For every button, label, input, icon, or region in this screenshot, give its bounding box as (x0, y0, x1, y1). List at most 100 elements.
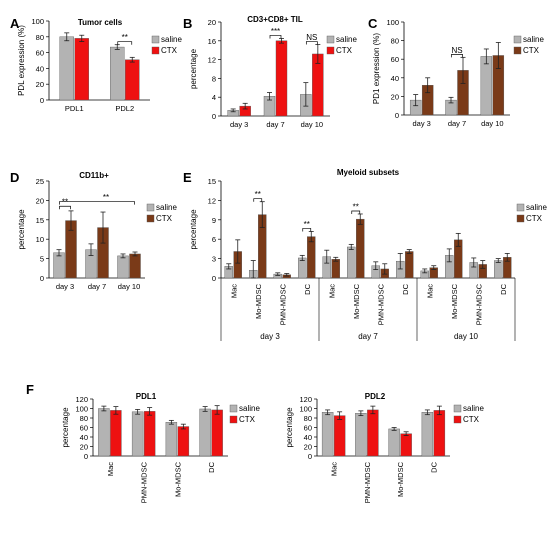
y-tick-label: 3 (212, 255, 216, 264)
x-tick-label: day 3 (230, 120, 248, 129)
y-tick-label: 0 (212, 274, 216, 283)
x-tick-label: PMN-MDSC (278, 283, 287, 325)
legend-label: CTX (161, 46, 178, 55)
chart-b: B CD3+CD8+ TIL 0 4 8 12 16 20 percentage day 3 day… (183, 15, 357, 129)
x-tick-label: day 7 (88, 282, 106, 291)
legend-label: CTX (156, 214, 173, 223)
chart-title: PDL1 (136, 392, 157, 401)
y-tick-label: 5 (40, 255, 44, 264)
y-tick-label: 20 (391, 92, 399, 101)
bar-ctx (74, 38, 89, 101)
bar-saline (298, 257, 307, 279)
x-tick-label: Mo-MDSC (173, 461, 182, 497)
legend-swatch (326, 46, 335, 55)
x-tick-label: Mo-MDSC (396, 461, 405, 497)
x-tick-label: PDL2 (115, 104, 134, 113)
y-tick-label: 40 (80, 433, 88, 442)
legend-swatch (453, 415, 462, 424)
x-tick-label: Mac (106, 462, 115, 476)
x-tick-label: PMN-MDSC (474, 283, 483, 325)
significance-bracket (351, 210, 361, 214)
y-tick-label: 0 (40, 96, 44, 105)
y-tick-label: 15 (36, 216, 44, 225)
x-tick-label: day 3 (56, 282, 74, 291)
y-tick-label: 40 (36, 64, 44, 73)
legend-label: saline (161, 35, 182, 44)
legend-swatch (453, 404, 462, 413)
y-tick-label: 0 (395, 111, 399, 120)
chart-c: C 0 20 40 60 80 100 PD1 expression (%) day 3 day … (368, 16, 544, 128)
legend-label: saline (523, 35, 544, 44)
y-tick-label: 20 (304, 443, 312, 452)
panel-label: D (10, 170, 19, 185)
bar-ctx (367, 409, 379, 457)
y-tick-label: 40 (304, 433, 312, 442)
legend-swatch (229, 415, 238, 424)
significance-bracket (59, 201, 135, 205)
bar-ctx (143, 411, 156, 457)
legend-label: saline (336, 35, 357, 44)
x-tick-label: Mo-MDSC (254, 283, 263, 319)
x-tick-label: PMN-MDSC (140, 461, 149, 503)
group-label: day 10 (454, 332, 479, 341)
panel-label: B (183, 16, 192, 31)
y-tick-label: 80 (36, 33, 44, 42)
significance-label: ** (122, 33, 128, 42)
x-tick-label: Mac (425, 284, 434, 298)
chart-title: CD11b+ (79, 171, 109, 180)
x-tick-label: day 10 (301, 120, 324, 129)
x-tick-label: Mo-MDSC (450, 283, 459, 319)
y-tick-label: 20 (36, 196, 44, 205)
significance-bracket (253, 198, 263, 202)
y-tick-label: 120 (299, 395, 312, 404)
bar-ctx (110, 410, 122, 457)
y-tick-label: 4 (212, 93, 216, 102)
y-tick-label: 60 (304, 424, 312, 433)
legend-label: saline (526, 203, 547, 212)
significance-bracket (117, 41, 133, 45)
significance-label: ** (255, 190, 261, 199)
legend-swatch (326, 35, 335, 44)
y-axis-label: PDL expression (%) (17, 25, 26, 96)
chart-title: Myeloid subsets (337, 168, 400, 177)
legend-label: CTX (239, 415, 256, 424)
legend-label: saline (463, 404, 484, 413)
bar-ctx (211, 409, 223, 457)
bar-ctx (405, 251, 414, 279)
y-axis-label: percentage (285, 407, 294, 448)
y-tick-label: 100 (31, 17, 44, 26)
y-tick-label: 20 (80, 443, 88, 452)
bar-saline (494, 260, 503, 279)
x-tick-label: DC (499, 283, 508, 294)
bar-saline (59, 36, 74, 101)
significance-label: NS (451, 46, 462, 55)
x-tick-label: PDL1 (65, 104, 84, 113)
y-tick-label: 16 (208, 37, 216, 46)
significance-label: ** (353, 202, 359, 211)
y-tick-label: 100 (75, 405, 88, 414)
legend-swatch (151, 35, 160, 44)
legend-swatch (516, 214, 525, 223)
y-tick-label: 15 (208, 177, 216, 186)
x-tick-label: DC (401, 283, 410, 294)
y-tick-label: 40 (391, 74, 399, 83)
x-tick-label: DC (429, 461, 438, 472)
bar-ctx (356, 218, 365, 279)
significance-bracket (305, 41, 318, 45)
y-tick-label: 12 (208, 56, 216, 65)
y-tick-label: 0 (212, 112, 216, 121)
y-tick-label: 60 (80, 424, 88, 433)
legend-swatch (146, 214, 155, 223)
bar-saline (388, 428, 400, 457)
bar-saline (199, 408, 211, 457)
y-tick-label: 10 (36, 235, 44, 244)
bar-ctx (125, 59, 140, 101)
significance-bracket (302, 228, 312, 232)
bar-ctx (331, 259, 340, 279)
group-label: day 3 (260, 332, 280, 341)
chart-title: CD3+CD8+ TIL (247, 15, 303, 24)
bar-saline (347, 246, 356, 279)
x-tick-label: day 10 (481, 119, 504, 128)
